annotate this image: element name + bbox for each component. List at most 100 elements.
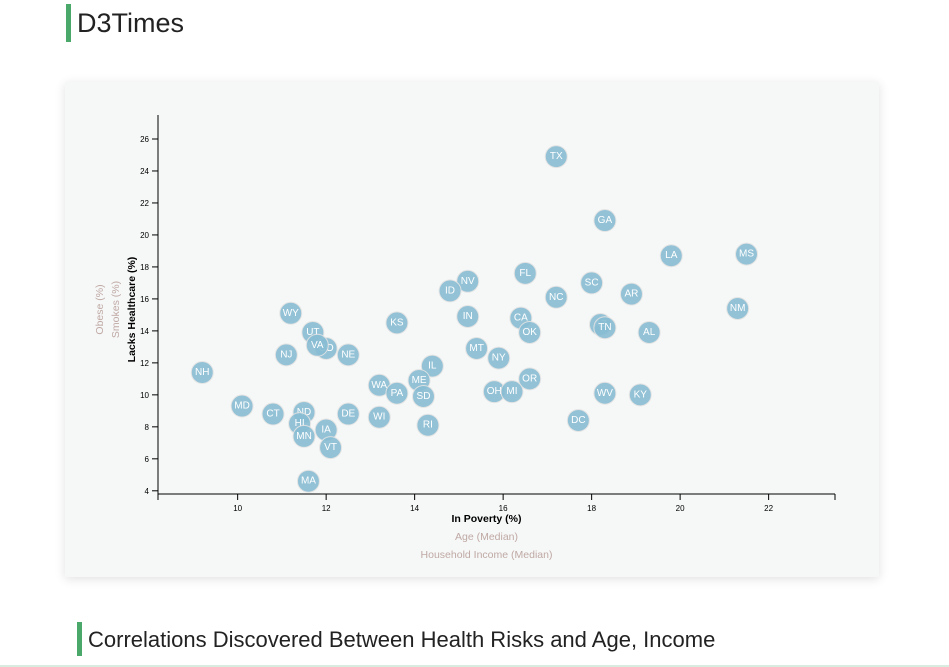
x-axis-option-1[interactable]: Age (Median) (455, 531, 518, 543)
state-point-ct[interactable] (261, 402, 285, 426)
x-tick-label: 20 (676, 504, 685, 513)
data-points: TXGALAMSFLNVSCIDARNCNMWYINCAKSAZTNALOKUT… (190, 145, 759, 493)
state-point-pa[interactable] (385, 381, 409, 405)
y-axis: 4 6 8 10 12 14 16 18 20 22 24 26 (140, 115, 159, 496)
state-label-in: IN (463, 311, 473, 322)
state-label-tn: TN (598, 322, 611, 333)
state-point-in[interactable] (456, 304, 480, 328)
state-point-nj[interactable] (274, 343, 298, 367)
state-label-nv: NV (461, 276, 475, 287)
state-label-ma: MA (301, 476, 316, 487)
state-point-mt[interactable] (465, 336, 489, 360)
state-point-va[interactable] (305, 333, 329, 357)
footer-divider (0, 665, 949, 667)
y-tick-label: 4 (145, 487, 150, 496)
state-point-md[interactable] (230, 394, 254, 418)
state-point-wv[interactable] (593, 381, 617, 405)
state-label-md: MD (234, 401, 250, 412)
state-point-ok[interactable] (518, 320, 542, 344)
state-point-nc[interactable] (544, 285, 568, 309)
y-axis-option-1[interactable]: Smokes (%) (110, 281, 122, 338)
state-label-sd: SD (417, 391, 431, 402)
state-label-ny: NY (492, 353, 506, 364)
state-point-id[interactable] (438, 279, 462, 303)
state-point-sc[interactable] (580, 271, 604, 295)
state-label-nh: NH (195, 367, 209, 378)
state-point-mi[interactable] (500, 380, 524, 404)
y-axis-option-2[interactable]: Obese (%) (94, 284, 106, 334)
state-point-wi[interactable] (367, 405, 391, 429)
state-label-nd: ND (297, 407, 311, 418)
scatter-plot: 4 6 8 10 12 14 16 18 20 22 24 26 10 12 14 16 18 20 22 TX G… (94, 115, 836, 561)
x-tick-label: 18 (587, 504, 596, 513)
x-axis: 10 12 14 16 18 20 22 (157, 493, 836, 513)
state-point-nv[interactable] (456, 269, 480, 293)
x-tick-label: 22 (764, 504, 773, 513)
state-label-ut: UT (306, 327, 319, 338)
state-label-ga: GA (598, 215, 613, 226)
state-label-de: DE (341, 409, 355, 420)
state-label-nm: NM (730, 303, 746, 314)
state-label-vt: VT (324, 442, 337, 453)
x-axis-option-0[interactable]: In Poverty (%) (451, 513, 521, 525)
state-label-wi: WI (373, 412, 385, 423)
y-tick-label: 8 (145, 423, 150, 432)
state-point-wy[interactable] (279, 301, 303, 325)
state-label-nc: NC (549, 292, 563, 303)
state-label-sc: SC (585, 277, 599, 288)
state-point-al[interactable] (637, 320, 661, 344)
state-point-ks[interactable] (385, 311, 409, 335)
y-tick-label: 22 (140, 199, 149, 208)
state-point-fl[interactable] (513, 261, 537, 285)
state-point-tx[interactable] (544, 145, 568, 169)
state-label-dc: DC (571, 415, 585, 426)
state-label-ky: KY (634, 389, 648, 400)
state-label-ok: OK (522, 327, 537, 338)
y-tick-label: 14 (140, 327, 149, 336)
x-tick-label: 14 (410, 504, 419, 513)
y-tick-label: 26 (140, 135, 149, 144)
state-point-ne[interactable] (336, 343, 360, 367)
state-label-ia: IA (321, 425, 331, 436)
state-label-pa: PA (391, 388, 404, 399)
state-label-ct: CT (266, 409, 279, 420)
state-label-id: ID (445, 285, 455, 296)
state-point-tn[interactable] (593, 316, 617, 340)
state-label-ks: KS (390, 317, 404, 328)
state-point-sd[interactable] (411, 384, 435, 408)
state-point-ms[interactable] (735, 242, 759, 266)
y-axis-option-0[interactable]: Lacks Healthcare (%) (126, 257, 138, 363)
y-tick-label: 10 (140, 391, 149, 400)
state-point-il[interactable] (420, 354, 444, 378)
state-point-ri[interactable] (416, 413, 440, 437)
state-point-mn[interactable] (292, 424, 316, 448)
state-label-va: VA (311, 340, 324, 351)
state-label-tx: TX (550, 151, 563, 162)
state-point-ky[interactable] (628, 383, 652, 407)
state-label-la: LA (665, 250, 678, 261)
x-axis-option-2[interactable]: Household Income (Median) (421, 549, 553, 561)
state-point-ar[interactable] (619, 282, 643, 306)
y-tick-label: 16 (140, 295, 149, 304)
state-point-la[interactable] (659, 244, 683, 268)
state-label-mi: MI (506, 386, 517, 397)
state-point-nh[interactable] (190, 360, 214, 384)
state-point-nm[interactable] (726, 296, 750, 320)
state-point-dc[interactable] (566, 408, 590, 432)
state-label-hi: HI (295, 418, 305, 429)
state-label-ca: CA (514, 313, 528, 324)
y-tick-label: 18 (140, 263, 149, 272)
state-point-ma[interactable] (296, 469, 320, 493)
y-tick-label: 6 (145, 455, 150, 464)
section-heading: Correlations Discovered Between Health R… (77, 622, 715, 656)
state-point-ga[interactable] (593, 209, 617, 233)
chart-card: 4 6 8 10 12 14 16 18 20 22 24 26 10 12 14 16 18 20 22 TX G… (65, 82, 879, 577)
state-label-mt: MT (469, 343, 483, 354)
state-label-ms: MS (739, 249, 754, 260)
state-label-ar: AR (625, 289, 639, 300)
state-point-or[interactable] (518, 367, 542, 391)
state-label-oh: OH (487, 386, 502, 397)
state-point-de[interactable] (336, 402, 360, 426)
state-point-vt[interactable] (319, 436, 343, 460)
state-point-ny[interactable] (487, 346, 511, 370)
